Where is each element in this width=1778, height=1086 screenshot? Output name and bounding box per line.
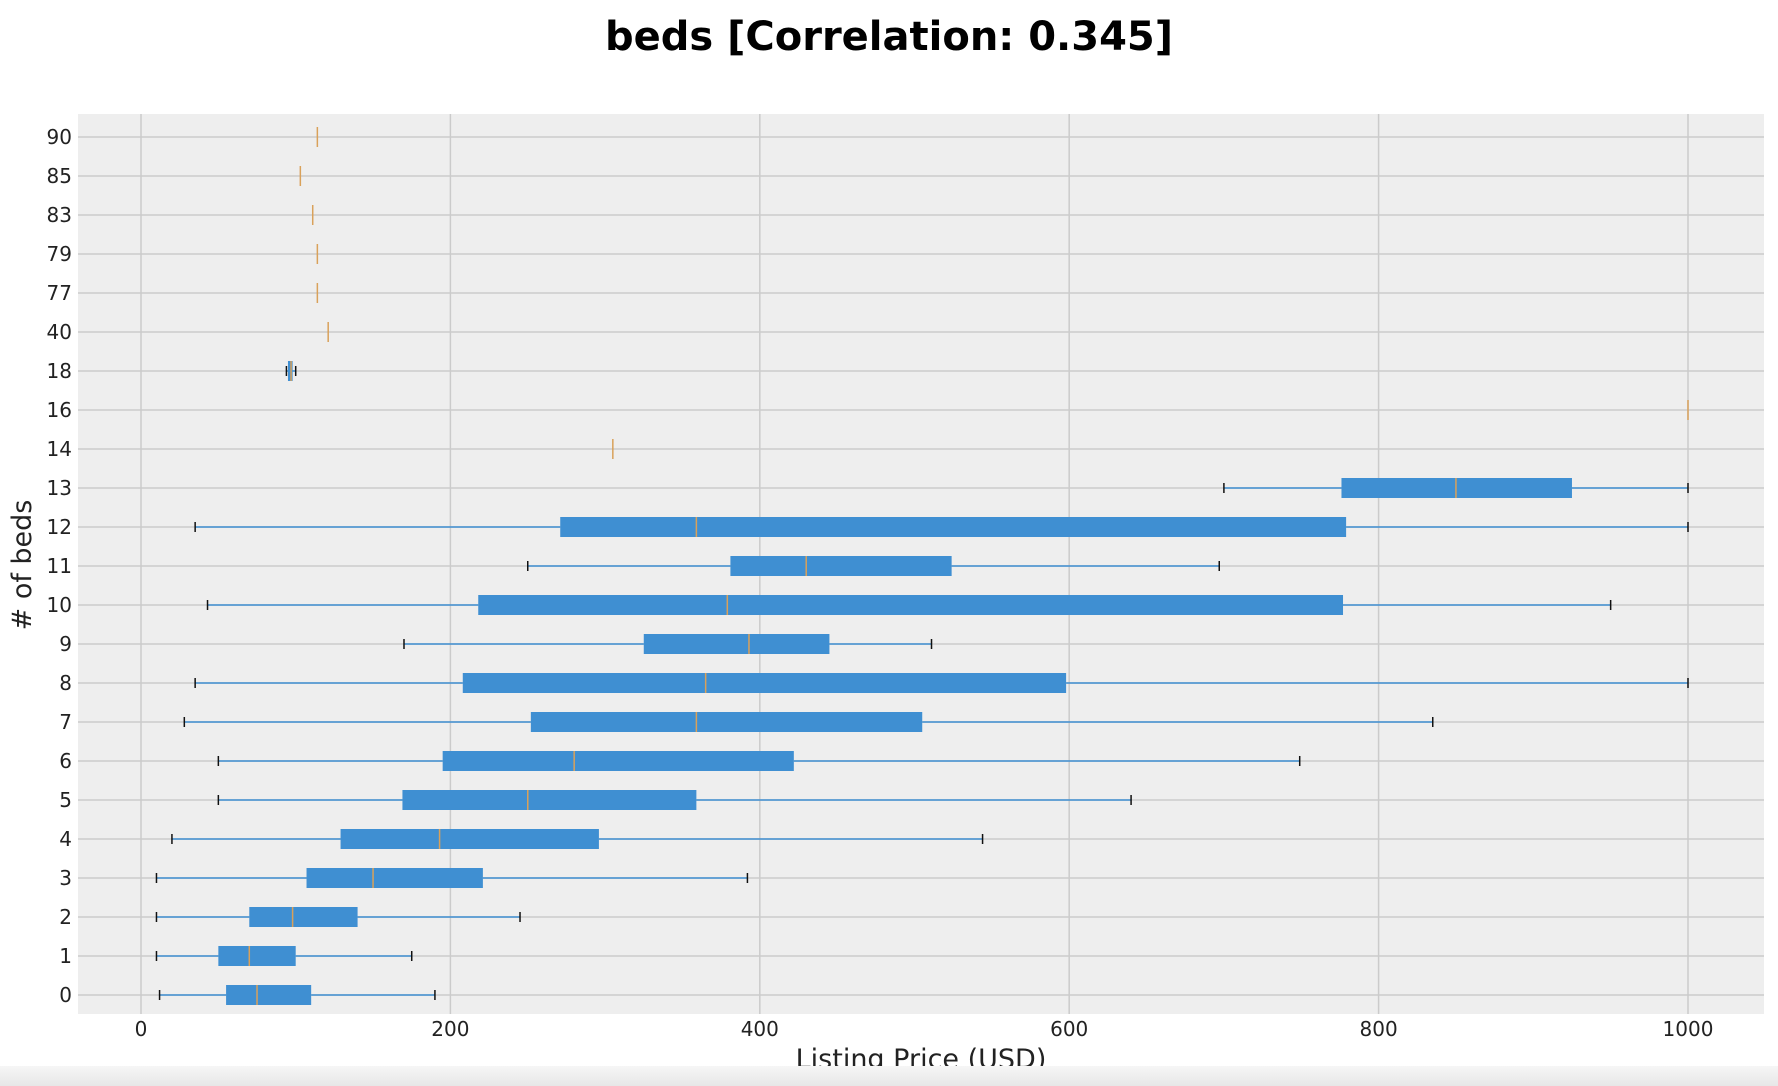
x-tick-label: 400 — [741, 1017, 779, 1041]
box-beds-10 — [206, 595, 1612, 615]
box-beds-5 — [217, 790, 1132, 810]
y-tick-label: 9 — [59, 632, 72, 656]
y-tick-label: 18 — [47, 359, 72, 383]
x-tick-label: 1000 — [1663, 1017, 1714, 1041]
x-tick-label: 0 — [135, 1017, 148, 1041]
iqr-box — [287, 361, 293, 381]
iqr-box — [478, 595, 1344, 615]
x-axis-label: Listing Price (USD) — [796, 1044, 1047, 1066]
iqr-box — [730, 556, 952, 576]
iqr-box — [462, 673, 1067, 693]
y-tick-label: 0 — [59, 983, 72, 1007]
y-tick-label: 14 — [47, 437, 72, 461]
box-beds-3 — [155, 868, 749, 888]
y-tick-label: 11 — [47, 554, 72, 578]
y-tick-label: 5 — [59, 788, 72, 812]
iqr-box — [226, 985, 312, 1005]
box-beds-0 — [158, 985, 436, 1005]
boxes-layer — [155, 127, 1689, 1005]
y-tick-label: 85 — [47, 164, 72, 188]
iqr-box — [340, 829, 599, 849]
box-beds-2 — [155, 907, 521, 927]
box-beds-18 — [285, 361, 297, 381]
chart-title: beds [Correlation: 0.345] — [604, 14, 1174, 60]
iqr-box — [218, 946, 296, 966]
x-tick-labels: 0 200 400 600 800 1000 — [135, 1017, 1714, 1041]
box-beds-13 — [1223, 478, 1689, 498]
box-beds-12 — [194, 517, 1689, 537]
box-beds-1 — [155, 946, 413, 966]
y-tick-label: 1 — [59, 944, 72, 968]
x-tick-label: 600 — [1050, 1017, 1088, 1041]
iqr-box — [1341, 478, 1572, 498]
y-tick-label: 90 — [47, 125, 72, 149]
box-beds-7 — [183, 712, 1434, 732]
y-tick-label: 77 — [47, 281, 72, 305]
iqr-box — [306, 868, 483, 888]
y-tick-label: 3 — [59, 866, 72, 890]
y-axis-label: # of beds — [7, 500, 38, 631]
y-tick-label: 79 — [47, 242, 72, 266]
x-tick-label: 200 — [431, 1017, 469, 1041]
y-tick-label: 4 — [59, 827, 72, 851]
y-tick-label: 13 — [47, 476, 72, 500]
window-bottom-edge — [0, 1066, 1778, 1086]
box-beds-8 — [194, 673, 1689, 693]
y-tick-label: 8 — [59, 671, 72, 695]
x-tick-label: 800 — [1360, 1017, 1398, 1041]
y-tick-label: 83 — [47, 203, 72, 227]
y-tick-label: 2 — [59, 905, 72, 929]
iqr-box — [560, 517, 1347, 537]
iqr-box — [402, 790, 697, 810]
y-tick-label: 6 — [59, 749, 72, 773]
iqr-box — [249, 907, 358, 927]
y-tick-label: 10 — [47, 593, 72, 617]
y-tick-label: 7 — [59, 710, 72, 734]
y-tick-label: 40 — [47, 320, 72, 344]
box-beds-11 — [527, 556, 1221, 576]
box-beds-4 — [171, 829, 984, 849]
iqr-box — [530, 712, 923, 732]
y-tick-label: 12 — [47, 515, 72, 539]
box-beds-6 — [217, 751, 1301, 771]
box-beds-9 — [403, 634, 933, 654]
iqr-box — [643, 634, 830, 654]
y-tick-label: 16 — [47, 398, 72, 422]
iqr-box — [442, 751, 794, 771]
